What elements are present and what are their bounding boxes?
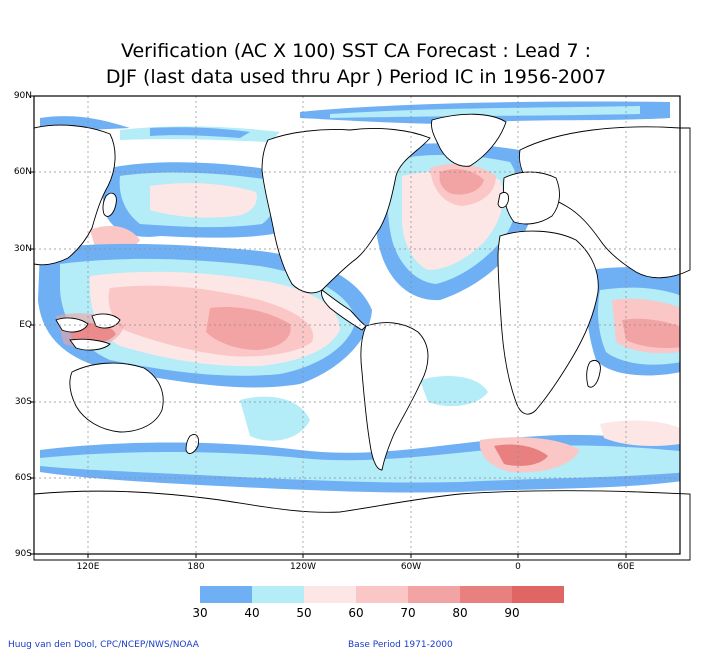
gridlines	[34, 96, 680, 554]
north-america	[261, 128, 431, 294]
legend-swatch-30-40	[200, 586, 252, 603]
lat-label-60n: 60N	[13, 167, 32, 177]
legend-swatch-50-60	[304, 586, 356, 603]
color-legend	[200, 586, 564, 603]
shading-satl	[420, 376, 488, 407]
legend-label-80: 80	[452, 606, 468, 620]
central-america	[321, 289, 367, 331]
shading-npac-3	[150, 183, 257, 218]
lon-label-60w: 60W	[400, 562, 422, 572]
map-title: Verification (AC X 100) SST CA Forecast …	[0, 38, 712, 90]
lon-label-180: 180	[187, 562, 205, 572]
legend-swatch-60-70	[356, 586, 408, 603]
shading-trop-pac-5	[206, 306, 291, 350]
shading-bering-2	[150, 127, 250, 138]
shading-so-4	[494, 444, 548, 466]
madagascar	[586, 360, 601, 388]
japan	[102, 192, 117, 217]
lon-label-60e: 60E	[617, 562, 635, 572]
lat-label-30n: 30N	[13, 244, 32, 254]
legend-label-50: 50	[296, 606, 312, 620]
indonesia	[55, 313, 121, 351]
africa	[497, 230, 599, 415]
new-zealand	[185, 434, 199, 454]
south-america	[360, 322, 429, 471]
lon-label-0: 0	[515, 562, 521, 572]
australia	[69, 362, 164, 433]
lat-label-90n: 90N	[13, 91, 32, 101]
shading-natl-5	[439, 169, 484, 195]
shading-sepac	[240, 396, 310, 441]
legend-label-70: 70	[400, 606, 416, 620]
legend-label-40: 40	[244, 606, 260, 620]
lat-label-eq: EQ	[19, 320, 32, 330]
shading-indian-4	[622, 318, 680, 349]
legend-swatch-90plus	[512, 586, 564, 603]
lat-label-60s: 60S	[14, 473, 32, 483]
base-period-text: Base Period 1971-2000	[348, 640, 453, 650]
shading-arctic-2	[330, 106, 640, 118]
lat-label-90s: 90S	[14, 549, 32, 559]
legend-swatch-70-80	[408, 586, 460, 603]
shading-so-5	[600, 420, 680, 446]
legend-label-90: 90	[504, 606, 520, 620]
lon-label-120e: 120E	[76, 562, 100, 572]
lat-label-30s: 30S	[14, 397, 32, 407]
greenland	[431, 113, 507, 167]
shaded-field	[38, 101, 680, 517]
title-line-2: DJF (last data used thru Apr ) Period IC…	[105, 66, 607, 88]
asia-east	[33, 124, 116, 266]
uk	[497, 191, 509, 209]
legend-label-60: 60	[348, 606, 364, 620]
lon-label-120w: 120W	[289, 562, 317, 572]
title-line-1: Verification (AC X 100) SST CA Forecast …	[120, 40, 592, 62]
legend-swatch-40-50	[252, 586, 304, 603]
credit-text: Huug van den Dool, CPC/NCEP/NWS/NOAA	[8, 640, 199, 650]
coastlines	[33, 113, 691, 561]
axis-ticks	[30, 95, 627, 558]
legend-swatch-80-90	[460, 586, 512, 603]
europe	[503, 171, 560, 225]
legend-label-30: 30	[192, 606, 208, 620]
antarctica	[33, 490, 691, 561]
